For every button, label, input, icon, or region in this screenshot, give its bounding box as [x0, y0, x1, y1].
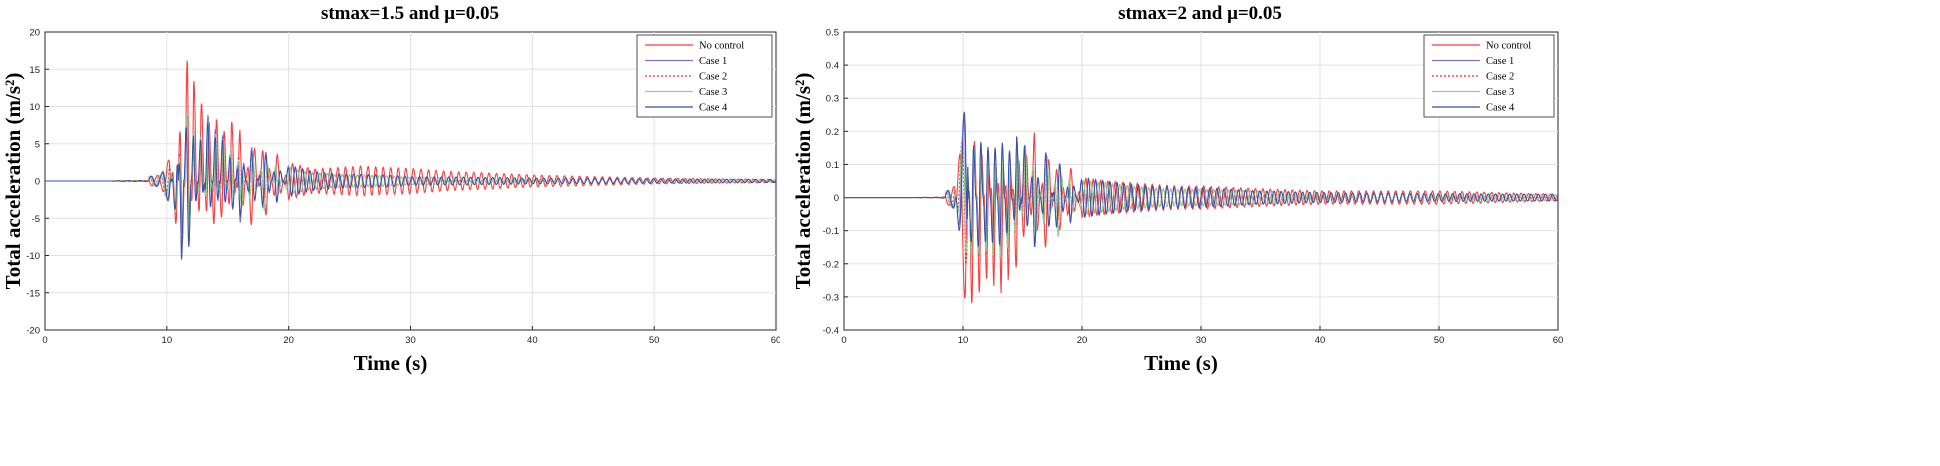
x-axis-label: Time (s) — [1144, 351, 1218, 375]
x-tick-label: 10 — [958, 335, 969, 346]
x-tick-label: 60 — [771, 335, 780, 346]
legend-entry: Case 1 — [1486, 56, 1514, 67]
y-tick-label: -0.4 — [823, 326, 839, 337]
y-tick-label: -20 — [26, 326, 40, 337]
y-tick-label: 0.2 — [826, 127, 839, 138]
series-line-case-4 — [45, 122, 776, 260]
y-tick-label: -10 — [26, 251, 40, 262]
chart-title: stmax=1.5 and μ=0.05 — [321, 3, 499, 24]
x-tick-label: 60 — [1553, 335, 1564, 346]
chart-left-svg: stmax=1.5 and μ=0.050 10 20 30 40 50 602015105… — [1, 3, 780, 375]
legend-entry: No control — [699, 41, 744, 52]
legend-entry: Case 4 — [699, 103, 728, 114]
series-line-no-control — [844, 132, 1558, 304]
chart-title: stmax=2 and μ=0.05 — [1118, 3, 1282, 24]
y-tick-label: -0.2 — [823, 259, 839, 270]
legend-entry: Case 3 — [699, 87, 727, 98]
x-tick-label: 50 — [1434, 335, 1445, 346]
x-tick-label: 0 — [42, 335, 47, 346]
legend-entry: Case 3 — [1486, 87, 1514, 98]
x-axis-label: Time (s) — [354, 351, 428, 375]
legend-entry: Case 2 — [699, 72, 727, 83]
y-tick-label: 5 — [35, 139, 40, 150]
y-tick-label: 0.3 — [826, 94, 839, 105]
y-tick-label: -15 — [26, 288, 40, 299]
x-tick-label: 20 — [283, 335, 294, 346]
legend-entry: No control — [1486, 41, 1531, 52]
y-axis-label: Total acceleration (m/s²) — [1, 73, 25, 290]
y-tick-label: 20 — [29, 28, 40, 39]
legend-entry: Case 1 — [699, 56, 727, 67]
y-tick-label: 10 — [29, 102, 40, 113]
y-tick-label: 0.1 — [826, 160, 839, 171]
y-tick-label: 0.5 — [826, 28, 839, 39]
x-tick-label: 40 — [527, 335, 538, 346]
y-tick-label: 0 — [35, 177, 40, 188]
y-tick-label: -5 — [32, 214, 40, 225]
y-tick-label: 0.4 — [826, 61, 839, 72]
x-tick-label: 0 — [841, 335, 846, 346]
x-tick-label: 10 — [162, 335, 173, 346]
y-tick-label: 15 — [29, 65, 40, 76]
legend-entry: Case 4 — [1486, 103, 1515, 114]
x-tick-label: 50 — [649, 335, 660, 346]
chart-right-svg: stmax=2 and μ=0.05 0 10 20 30 40 50 60 0.5 0.4 0.3… — [791, 3, 1564, 375]
series-line-case-4 — [844, 111, 1558, 248]
legend-box — [636, 34, 773, 118]
y-tick-label: 0 — [834, 193, 839, 204]
x-tick-label: 20 — [1077, 335, 1088, 346]
x-tick-label: 30 — [405, 335, 416, 346]
legend-entry: Case 2 — [1486, 72, 1514, 83]
chart-panel-left: stmax=1.5 and μ=0.05 0 10 20 30 40 50 60 20 15 10 5… — [0, 0, 780, 466]
y-tick-label: -0.1 — [823, 226, 839, 237]
y-axis-label: Total acceleration (m/s²) — [791, 73, 815, 290]
chart-panel-right: stmax=2 and μ=0.05 0 10 20 30 40 50 60 0.5 0.4 0.3… — [790, 0, 1940, 466]
x-tick-label: 40 — [1315, 335, 1326, 346]
x-tick-label: 30 — [1196, 335, 1207, 346]
y-tick-label: -0.3 — [823, 292, 839, 303]
